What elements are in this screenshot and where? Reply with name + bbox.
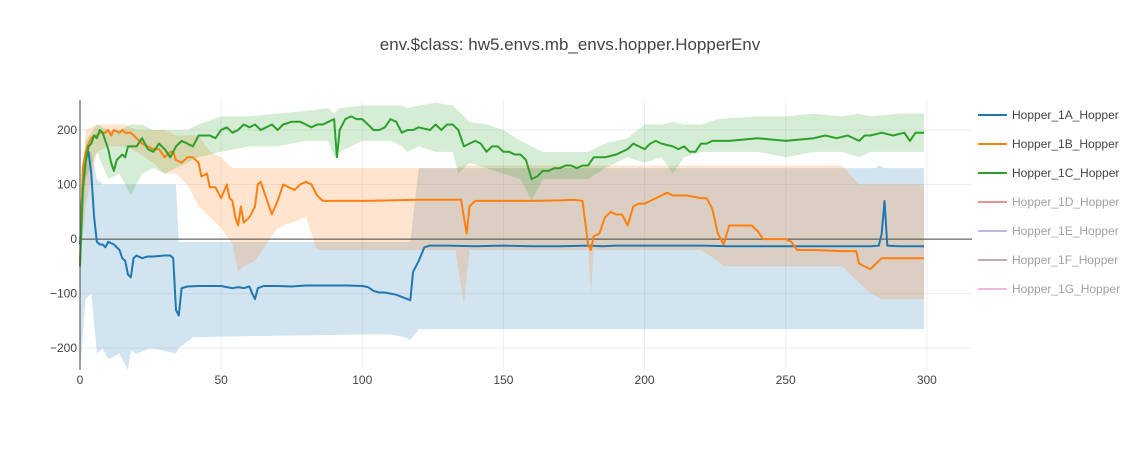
band-layer	[80, 102, 925, 370]
legend-item[interactable]: Hopper_1A_Hopper	[978, 108, 1119, 122]
confidence-band	[80, 151, 925, 370]
legend-label: Hopper_1A_Hopper	[1012, 108, 1119, 122]
confidence-band	[80, 102, 925, 272]
legend-label: Hopper_1D_Hopper	[1012, 195, 1119, 209]
axis-layer: 0 50 100 150 200 250 300 200 100 0 −100 −200	[50, 100, 937, 387]
legend-item[interactable]: Hopper_1D_Hopper	[978, 195, 1119, 209]
legend-label: Hopper_1E_Hopper	[1012, 224, 1119, 238]
x-tick-label: 50	[214, 373, 228, 387]
y-tick-label: 200	[57, 123, 77, 137]
series-line	[79, 115, 924, 267]
confidence-band	[80, 124, 925, 305]
series-line-layer	[79, 115, 924, 317]
legend-item[interactable]: Hopper_1B_Hopper	[978, 137, 1119, 151]
y-tick-label: −200	[50, 341, 77, 355]
grid-layer	[80, 100, 972, 370]
legend-item[interactable]: Hopper_1C_Hopper	[978, 166, 1119, 180]
legend-item[interactable]: Hopper_1G_Hopper	[978, 282, 1120, 296]
y-tick-label: −100	[50, 287, 77, 301]
x-tick-label: 100	[352, 373, 372, 387]
legend-item[interactable]: Hopper_1F_Hopper	[978, 253, 1118, 267]
x-tick-label: 300	[917, 373, 937, 387]
x-tick-label: 150	[493, 373, 513, 387]
legend-label: Hopper_1B_Hopper	[1012, 137, 1119, 151]
x-tick-label: 200	[635, 373, 655, 387]
legend: Hopper_1A_Hopper Hopper_1B_Hopper Hopper_1…	[978, 108, 1120, 296]
x-tick-label: 0	[77, 373, 84, 387]
y-tick-label: 100	[57, 178, 77, 192]
legend-label: Hopper_1C_Hopper	[1012, 166, 1119, 180]
x-tick-label: 250	[776, 373, 796, 387]
chart-title: env.$class: hw5.envs.mb_envs.hopper.Hopp…	[380, 35, 761, 54]
legend-label: Hopper_1G_Hopper	[1012, 282, 1120, 296]
legend-item[interactable]: Hopper_1E_Hopper	[978, 224, 1119, 238]
legend-label: Hopper_1F_Hopper	[1012, 253, 1118, 267]
y-tick-label: 0	[70, 232, 77, 246]
series-line	[79, 150, 924, 317]
